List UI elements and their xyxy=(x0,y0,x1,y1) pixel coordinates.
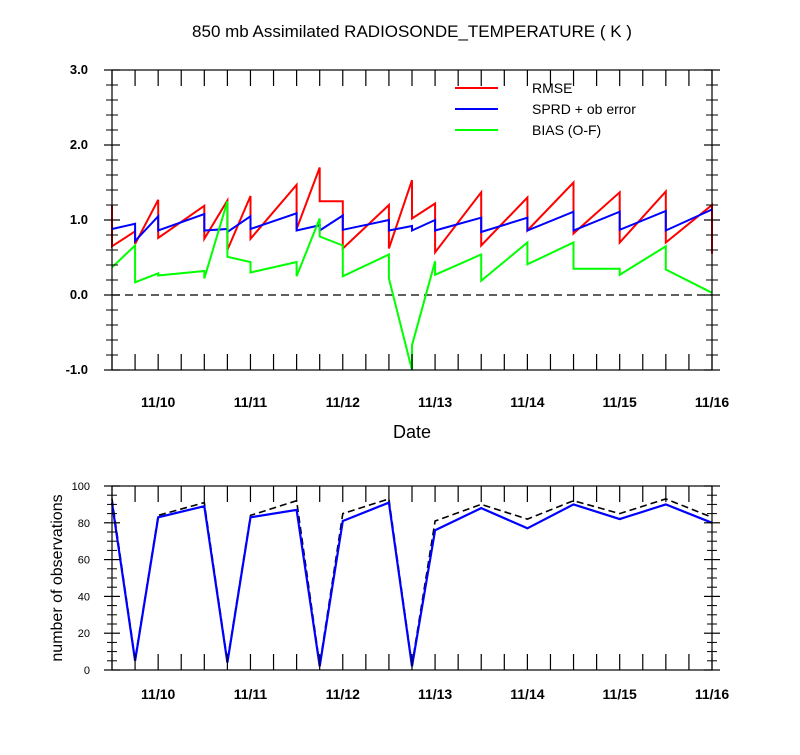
x-tick-label: 11/15 xyxy=(603,394,637,410)
x-tick-label: 11/14 xyxy=(510,394,544,410)
y-tick-label: 40 xyxy=(78,591,90,603)
x-tick-label: 11/11 xyxy=(234,686,268,702)
x-axis-label: Date xyxy=(393,422,431,442)
legend-label: RMSE xyxy=(532,80,572,96)
y-tick-label: 20 xyxy=(78,628,90,640)
x-tick-label: 11/13 xyxy=(418,394,452,410)
chart-title: 850 mb Assimilated RADIOSONDE_TEMPERATUR… xyxy=(192,22,632,41)
y-tick-label: 100 xyxy=(72,481,90,493)
y-tick-label: 3.0 xyxy=(70,62,88,77)
y-tick-label: 0.0 xyxy=(70,287,88,302)
legend: RMSE SPRD + ob error BIAS (O-F) xyxy=(455,80,636,138)
bias-o-f-line xyxy=(111,201,713,371)
x-tick-label: 11/13 xyxy=(418,686,452,702)
x-tick-label: 11/11 xyxy=(234,394,268,410)
legend-label: SPRD + ob error xyxy=(532,101,636,117)
y-tick-label: 2.0 xyxy=(70,137,88,152)
legend-label: BIAS (O-F) xyxy=(532,122,601,138)
y-axis-label: number of observations xyxy=(49,494,66,661)
x-tick-label: 11/10 xyxy=(141,686,175,702)
y-tick-label: 60 xyxy=(78,555,90,567)
top-panel: 850 mb Assimilated RADIOSONDE_TEMPERATUR… xyxy=(66,22,730,442)
sprd-ob-error-line xyxy=(111,208,713,244)
series-1-line xyxy=(110,501,713,667)
y-tick-label: 1.0 xyxy=(70,212,88,227)
bottom-panel: 11/10 11/11 11/12 11/13 11/14 11/15 11/16 0 20 40… xyxy=(49,481,729,702)
series-0-line xyxy=(111,497,713,665)
y-tick-label: 80 xyxy=(78,518,90,530)
x-tick-label: 11/16 xyxy=(695,394,729,410)
x-tick-label: 11/14 xyxy=(510,686,544,702)
x-tick-label: 11/16 xyxy=(695,686,729,702)
y-tick-label: -1.0 xyxy=(66,362,88,377)
x-tick-label: 11/12 xyxy=(326,394,360,410)
y-tick-label: 0 xyxy=(84,665,90,677)
rmse-line xyxy=(111,167,713,256)
x-tick-label: 11/15 xyxy=(603,686,637,702)
x-tick-label: 11/10 xyxy=(141,394,175,410)
x-tick-label: 11/12 xyxy=(326,686,360,702)
